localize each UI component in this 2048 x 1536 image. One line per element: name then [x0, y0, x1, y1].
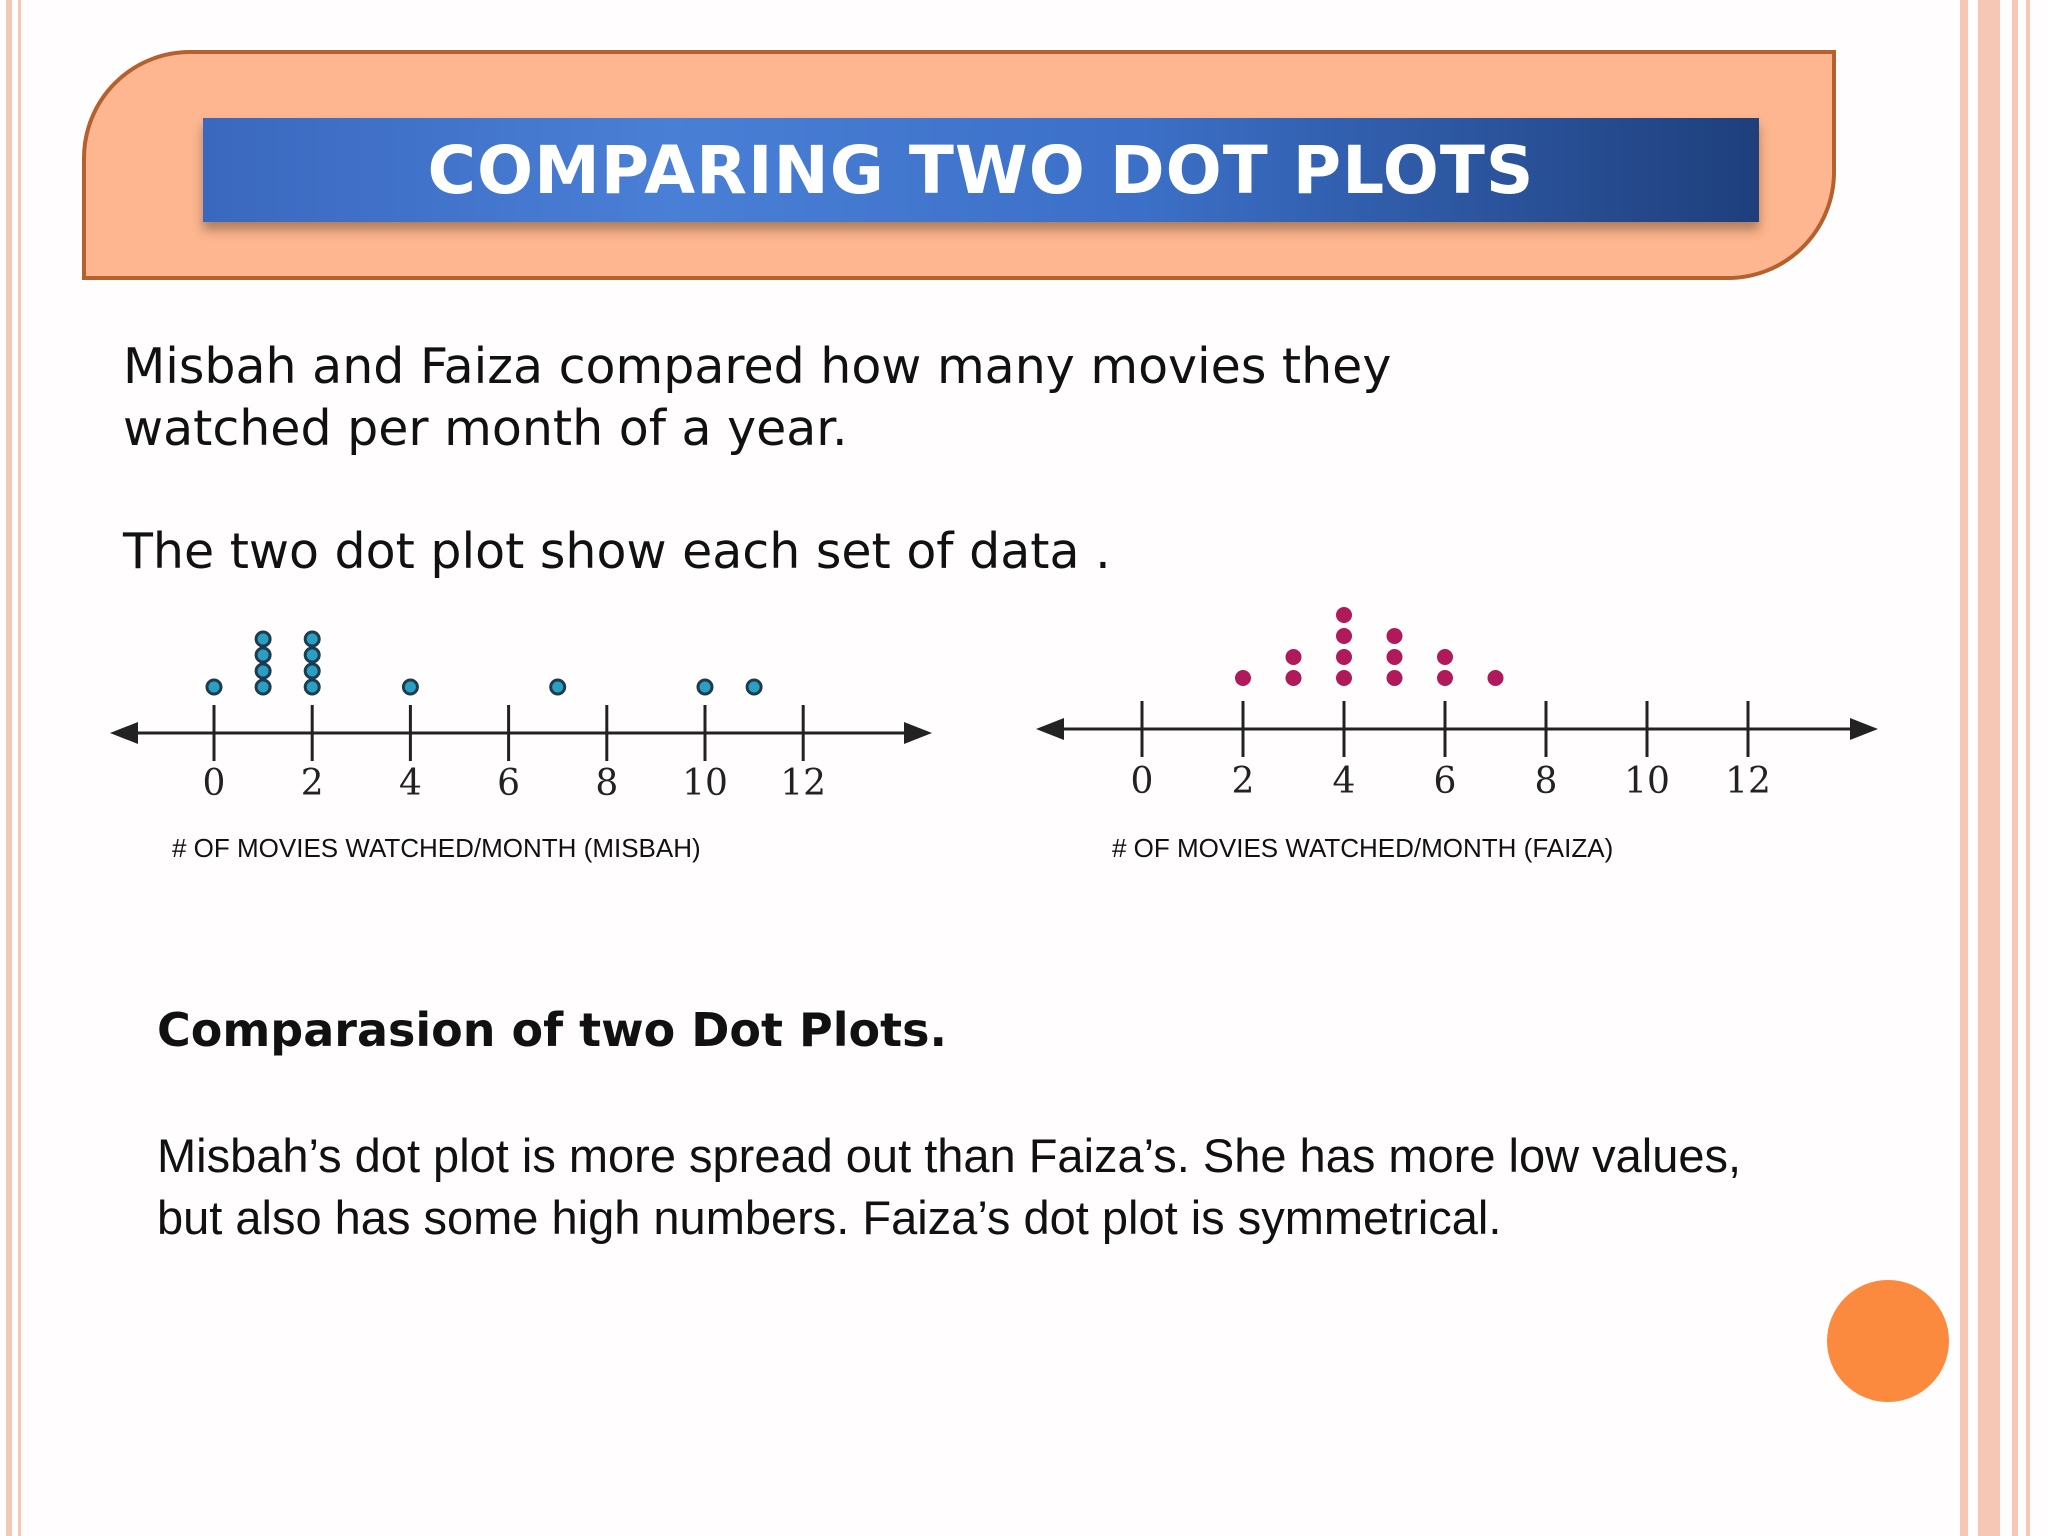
faiza-data-dot: [1437, 670, 1453, 686]
faiza-data-dot: [1235, 670, 1251, 686]
misbah-data-dot: [549, 678, 567, 696]
summary-text-line-1: Misbah’s dot plot is more spread out tha…: [157, 1129, 1742, 1182]
faiza-data-dot: [1336, 628, 1352, 644]
misbah-tick-label: 2: [301, 763, 324, 804]
misbah-data-dot: [254, 662, 272, 680]
misbah-data-dot: [254, 678, 272, 696]
misbah-tick-label: 0: [203, 763, 226, 804]
faiza-tick-label: 12: [1725, 761, 1771, 802]
faiza-data-dot: [1437, 649, 1453, 665]
faiza-data-dot: [1285, 670, 1302, 686]
misbah-data-dot: [303, 662, 321, 680]
faiza-data-dot: [1386, 628, 1403, 644]
left-border-stripe: [18, 0, 21, 1536]
misbah-axis-label: # OF MOVIES WATCHED/MONTH (MISBAH): [172, 833, 701, 863]
faiza-data-dot: [1336, 607, 1352, 623]
faiza-dot-plot: 0 2 4 6 8 10 12: [1036, 607, 1878, 802]
misbah-data-dot: [303, 646, 321, 664]
faiza-tick-label: 6: [1434, 761, 1457, 802]
misbah-tick-label: 4: [399, 763, 422, 804]
misbah-axis-arrow-right: [904, 722, 932, 744]
faiza-data-dot: [1285, 649, 1302, 665]
misbah-tick-label: 10: [682, 763, 728, 804]
misbah-dot-plot: 0 2 4 6 8 10 12: [110, 630, 932, 804]
faiza-data-dot: [1487, 670, 1504, 686]
misbah-data-dot: [696, 678, 714, 696]
misbah-data-dot: [401, 678, 419, 696]
misbah-tick-label: 8: [595, 763, 618, 804]
faiza-axis-label: # OF MOVIES WATCHED/MONTH (FAIZA): [1112, 833, 1614, 863]
misbah-data-dot: [303, 678, 321, 696]
faiza-tick-label: 0: [1131, 761, 1154, 802]
right-border-stripe: [2012, 0, 2018, 1536]
misbah-data-dot: [745, 678, 763, 696]
faiza-tick-label: 2: [1232, 761, 1255, 802]
right-border-stripe: [2026, 0, 2030, 1536]
faiza-tick-label: 10: [1624, 761, 1670, 802]
misbah-data-dot: [205, 678, 223, 696]
faiza-tick-label: 8: [1535, 761, 1558, 802]
summary-heading: Comparasion of two Dot Plots.: [157, 1003, 947, 1057]
faiza-data-dot: [1386, 670, 1403, 686]
intro-text-line-3: The two dot plot show each set of data .: [123, 523, 1111, 580]
intro-text-line-1: Misbah and Faiza compared how many movie…: [123, 338, 1392, 395]
misbah-data-dot: [254, 646, 272, 664]
faiza-data-dot: [1336, 649, 1352, 665]
faiza-tick-label: 4: [1333, 761, 1356, 802]
faiza-axis-arrow-left: [1036, 718, 1064, 740]
misbah-tick-label: 12: [780, 763, 826, 804]
intro-text-line-2: watched per month of a year.: [123, 400, 848, 457]
summary-text-line-2: but also has some high numbers. Faiza’s …: [157, 1191, 1502, 1244]
right-border-stripe: [1978, 0, 2000, 1536]
misbah-tick-label: 6: [497, 763, 520, 804]
left-border-stripe: [6, 0, 12, 1536]
faiza-data-dot: [1386, 649, 1403, 665]
faiza-axis-arrow-right: [1850, 718, 1878, 740]
right-border-stripe: [1960, 0, 1968, 1536]
misbah-axis-arrow-left: [110, 722, 138, 744]
decorative-circle: [1827, 1280, 1949, 1402]
page-title: COMPARING TWO DOT PLOTS: [427, 131, 1535, 209]
misbah-data-dot: [303, 630, 321, 648]
faiza-data-dot: [1336, 670, 1352, 686]
misbah-data-dot: [254, 630, 272, 648]
title-bar: COMPARING TWO DOT PLOTS: [203, 118, 1759, 222]
